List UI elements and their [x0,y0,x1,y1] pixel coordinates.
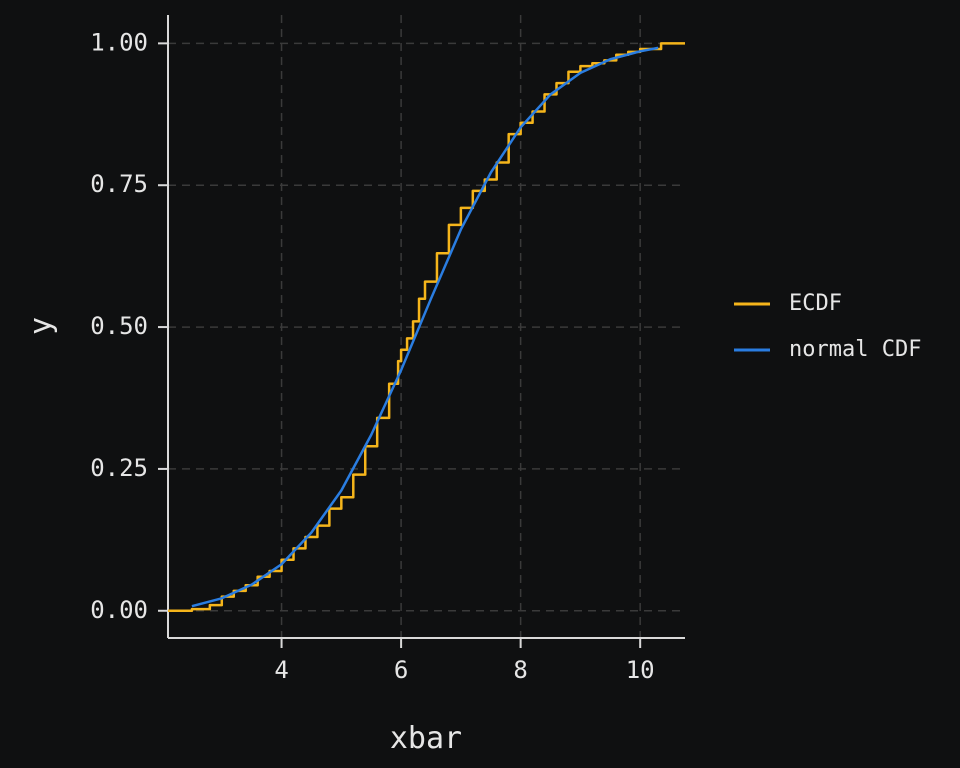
y-tick-label-3: 0.75 [90,170,148,198]
series-line-normal-cdf [191,46,659,608]
axes [158,15,685,648]
y-tick-label-0: 0.00 [90,596,148,624]
x-tick-label-1: 6 [394,656,408,684]
grid [168,15,685,638]
y-tick-label-1: 0.25 [90,454,148,482]
x-tick-label-3: 10 [626,656,655,684]
legend-label-ecdf: ECDF [789,291,842,316]
x-axis-title: xbar [390,721,462,756]
legend: ECDF normal CDF [734,291,921,362]
tick-labels: 0.00 0.25 0.50 0.75 1.00 4 6 8 10 [90,28,654,684]
y-tick-label-2: 0.50 [90,312,148,340]
y-tick-label-4: 1.00 [90,28,148,56]
legend-label-normal-cdf: normal CDF [789,337,921,362]
y-axis-title: y [24,317,59,335]
series-layer [168,42,685,613]
x-tick-label-0: 4 [274,656,288,684]
x-tick-label-2: 8 [513,656,527,684]
